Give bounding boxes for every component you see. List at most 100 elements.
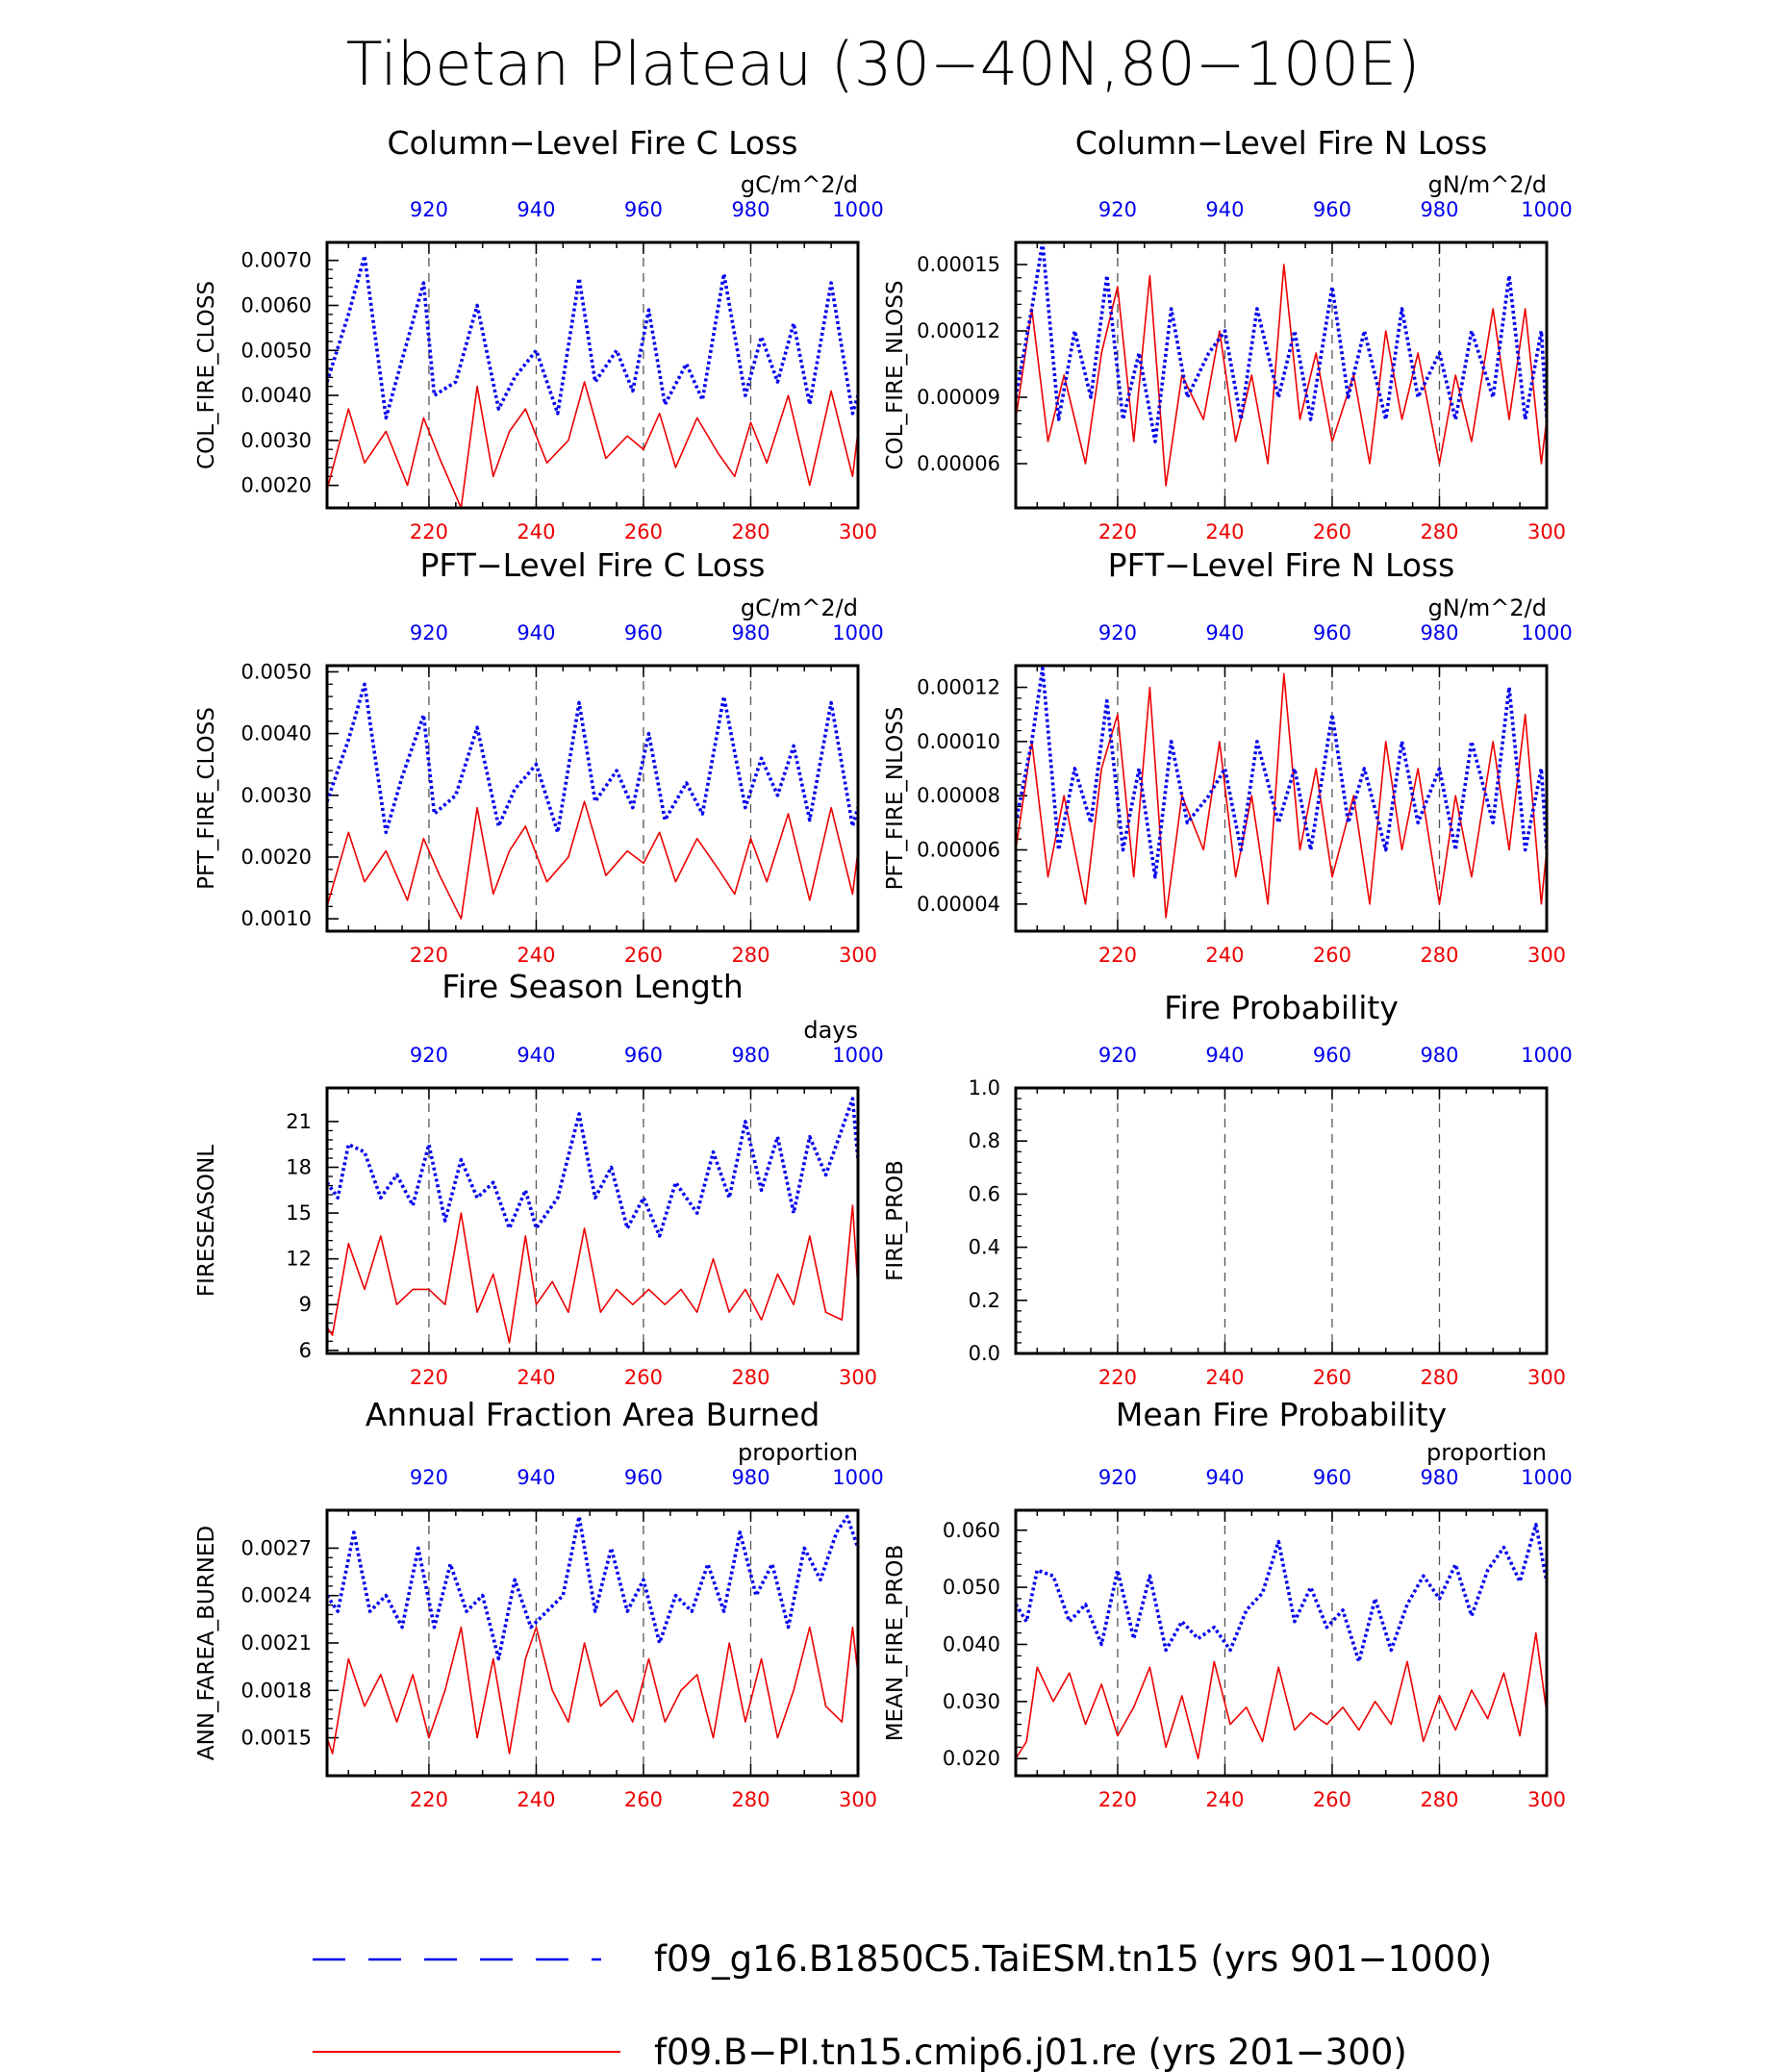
- series-line-case2: [327, 1204, 858, 1344]
- x-tick-label-bottom: 260: [624, 520, 663, 543]
- x-tick-label-bottom: 280: [731, 944, 769, 967]
- x-tick-label-bottom: 260: [624, 1788, 663, 1811]
- series-line-case2: [327, 800, 858, 921]
- x-tick-label-top: 980: [1420, 198, 1458, 221]
- x-tick-label-bottom: 280: [1420, 944, 1458, 967]
- series-line-case1: [1016, 242, 1547, 443]
- x-tick-label-top: 1000: [832, 621, 883, 644]
- x-tick-label-top: 1000: [1521, 198, 1572, 221]
- x-tick-label-top: 940: [1205, 1044, 1244, 1067]
- panel-title: Fire Probability: [1164, 989, 1399, 1026]
- panel-grid: Column−Level Fire C Loss gC/m^2/d 220 240 26…: [194, 124, 1573, 1811]
- y-tick-label: 0.0021: [241, 1631, 312, 1655]
- series-line-case1: [327, 1514, 858, 1661]
- series-line-case2: [327, 1626, 858, 1755]
- x-tick-label-top: 920: [410, 198, 448, 221]
- x-tick-label-top: 980: [731, 621, 769, 644]
- x-tick-label-bottom: 220: [1098, 1366, 1137, 1389]
- y-tick-label: 0.0040: [241, 722, 312, 745]
- y-tick-label: 0.030: [943, 1690, 1000, 1713]
- y-tick-label: 0.0027: [241, 1536, 312, 1559]
- y-tick-label: 0.00006: [917, 839, 1000, 862]
- x-tick-label-bottom: 300: [1527, 1788, 1566, 1811]
- x-tick-label-top: 920: [1098, 1466, 1137, 1489]
- x-tick-label-top: 980: [731, 1466, 769, 1489]
- x-tick-label-bottom: 280: [731, 1788, 769, 1811]
- x-tick-label-bottom: 260: [1313, 944, 1351, 967]
- y-axis-label: COL_FIRE_NLOSS: [883, 280, 908, 469]
- x-tick-label-bottom: 260: [1313, 1366, 1351, 1389]
- x-tick-label-top: 920: [1098, 1044, 1137, 1067]
- y-tick-label: 0.0020: [241, 846, 312, 869]
- y-axis-label: COL_FIRE_CLOSS: [194, 281, 219, 469]
- series-line-case1: [327, 682, 858, 835]
- y-tick-label: 0.0030: [241, 429, 312, 452]
- y-tick-label: 0.00010: [917, 730, 1000, 753]
- x-tick-label-bottom: 300: [1527, 1366, 1566, 1389]
- x-tick-label-top: 980: [1420, 1044, 1458, 1067]
- y-tick-label: 12: [286, 1248, 312, 1271]
- x-tick-label-bottom: 300: [1527, 944, 1566, 967]
- y-tick-label: 0.0050: [241, 660, 312, 683]
- x-tick-label-top: 940: [517, 621, 555, 644]
- plot-frame: [325, 664, 860, 933]
- legend-label-case1: f09_g16.B1850C5.TaiESM.tn15 (yrs 901−100…: [654, 1938, 1492, 1980]
- panel-title: PFT−Level Fire N Loss: [1108, 546, 1455, 584]
- units-label: gN/m^2/d: [1428, 594, 1547, 621]
- chart-panel-8: Mean Fire Probability proportion 220 240 260…: [883, 1396, 1573, 1811]
- x-tick-label-bottom: 240: [1205, 520, 1244, 543]
- y-tick-label: 0.00012: [917, 319, 1000, 342]
- y-tick-label: 0.050: [943, 1576, 1000, 1599]
- y-tick-label: 21: [286, 1110, 312, 1133]
- y-tick-label: 0.0050: [241, 339, 312, 362]
- x-tick-label-bottom: 280: [1420, 1366, 1458, 1389]
- units-label: proportion: [738, 1439, 858, 1466]
- units-label: gC/m^2/d: [741, 594, 858, 621]
- x-tick-label-top: 960: [1313, 621, 1351, 644]
- y-tick-label: 6: [299, 1339, 312, 1362]
- y-tick-label: 0.00006: [917, 452, 1000, 475]
- x-tick-label-bottom: 260: [624, 1366, 663, 1389]
- plot-frame: [325, 1086, 860, 1355]
- x-tick-label-bottom: 240: [517, 1366, 555, 1389]
- units-label: gC/m^2/d: [741, 171, 858, 198]
- x-tick-label-top: 1000: [832, 1466, 883, 1489]
- x-tick-label-top: 1000: [1521, 1044, 1572, 1067]
- y-tick-label: 0.0024: [241, 1584, 312, 1607]
- y-axis-label: PFT_FIRE_NLOSS: [883, 707, 908, 891]
- x-tick-label-top: 1000: [1521, 1466, 1572, 1489]
- x-tick-label-top: 960: [1313, 1466, 1351, 1489]
- x-tick-label-top: 920: [1098, 198, 1137, 221]
- legend: f09_g16.B1850C5.TaiESM.tn15 (yrs 901−100…: [313, 1938, 1492, 2072]
- y-tick-label: 0.0030: [241, 784, 312, 807]
- y-tick-label: 1.0: [969, 1076, 1000, 1099]
- x-tick-label-top: 960: [624, 198, 663, 221]
- y-tick-label: 0.040: [943, 1632, 1000, 1655]
- x-tick-label-top: 940: [1205, 621, 1244, 644]
- chart-panel-4: PFT−Level Fire N Loss gN/m^2/d 220 240 260 28…: [883, 546, 1573, 967]
- x-tick-label-top: 920: [1098, 621, 1137, 644]
- chart-panel-2: Column−Level Fire N Loss gN/m^2/d 220 240 26…: [883, 124, 1573, 543]
- units-label: gN/m^2/d: [1428, 171, 1547, 198]
- series-line-case1: [327, 1097, 858, 1238]
- series-line-case2: [327, 381, 858, 508]
- x-tick-label-top: 940: [517, 198, 555, 221]
- y-tick-label: 0.0060: [241, 293, 312, 316]
- series-line-case1: [1016, 666, 1547, 879]
- y-tick-label: 0.8: [969, 1129, 1000, 1152]
- series-line-case2: [1016, 672, 1547, 919]
- y-tick-label: 0.00009: [917, 386, 1000, 409]
- x-tick-label-bottom: 260: [624, 944, 663, 967]
- y-tick-label: 0.00012: [917, 676, 1000, 699]
- x-tick-label-top: 1000: [832, 198, 883, 221]
- x-tick-label-bottom: 280: [1420, 1788, 1458, 1811]
- x-tick-label-bottom: 240: [1205, 1366, 1244, 1389]
- y-axis-label: MEAN_FIRE_PROB: [883, 1545, 908, 1742]
- x-tick-label-bottom: 220: [410, 520, 448, 543]
- plot-frame: [1014, 1508, 1549, 1778]
- x-tick-label-top: 920: [410, 1466, 448, 1489]
- x-tick-label-bottom: 240: [517, 944, 555, 967]
- x-tick-label-bottom: 300: [839, 944, 877, 967]
- x-tick-label-top: 920: [410, 1044, 448, 1067]
